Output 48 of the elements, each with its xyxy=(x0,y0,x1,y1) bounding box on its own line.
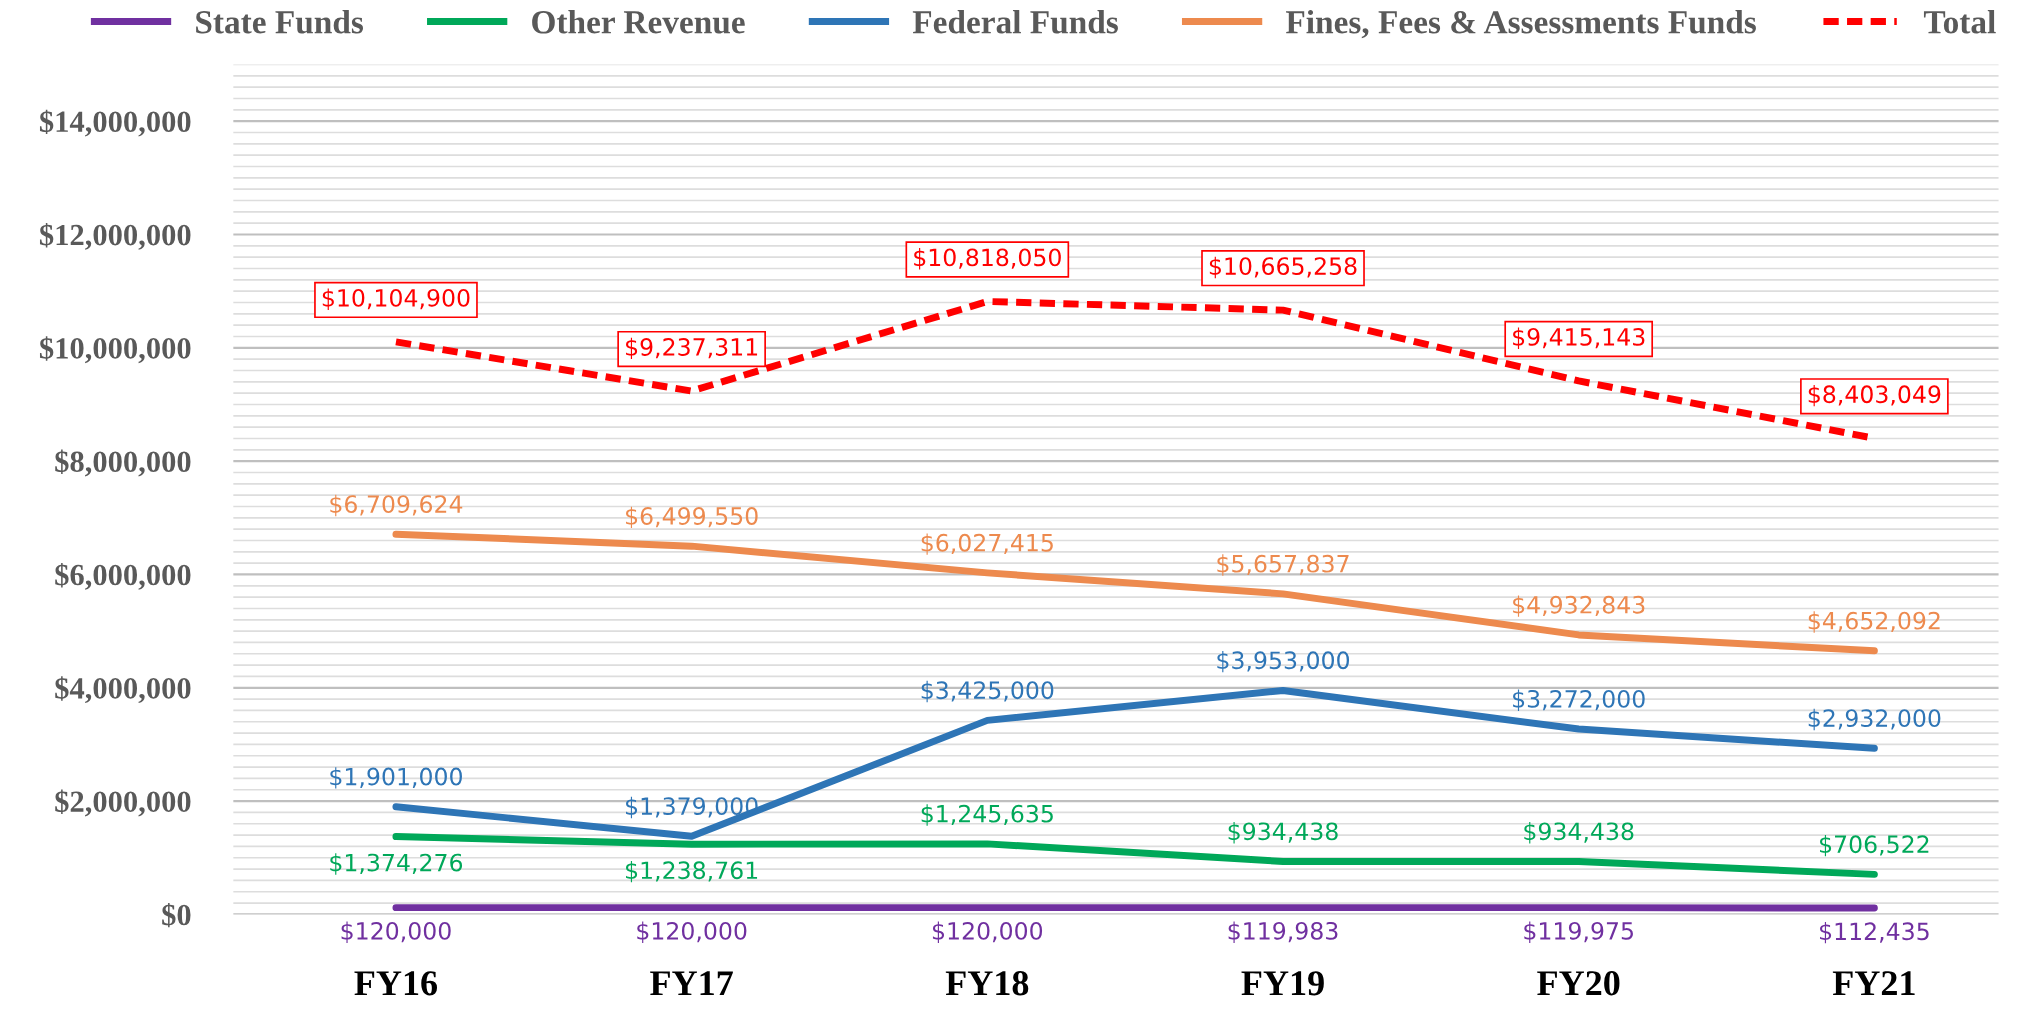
data-label: $934,438 xyxy=(1524,821,1634,844)
data-label: $10,818,050 xyxy=(914,248,1061,270)
data-label: $6,499,550 xyxy=(626,506,758,529)
legend-label: State Funds xyxy=(196,10,364,34)
x-tick-label: FY19 xyxy=(1241,971,1324,996)
data-label: $1,374,276 xyxy=(330,853,463,875)
data-label: $10,665,258 xyxy=(1209,256,1357,279)
x-tick-label: FY18 xyxy=(945,971,1029,996)
data-label: $1,901,000 xyxy=(330,767,462,789)
y-tick-label: $10,000,000 xyxy=(39,336,191,364)
data-label: $119,983 xyxy=(1228,921,1338,943)
data-label: $120,000 xyxy=(932,921,1043,943)
data-label: $112,435 xyxy=(1820,921,1929,944)
y-tick-label: $0 xyxy=(162,902,191,928)
y-tick-label: $14,000,000 xyxy=(39,109,191,137)
data-label: $934,438 xyxy=(1228,821,1338,844)
x-tick-label: FY20 xyxy=(1537,971,1620,996)
x-tick-label: FY17 xyxy=(650,971,733,996)
legend-label: Other Revenue xyxy=(532,10,745,34)
y-tick-label: $8,000,000 xyxy=(55,449,191,477)
data-label: $4,652,092 xyxy=(1808,611,1940,633)
y-tick-label: $6,000,000 xyxy=(55,562,191,590)
data-label: $1,245,635 xyxy=(921,804,1053,826)
data-label: $6,027,415 xyxy=(921,533,1053,555)
y-tick-label: $4,000,000 xyxy=(55,676,191,704)
data-label: $6,709,624 xyxy=(330,494,463,517)
legend-label: Total xyxy=(1923,10,1996,34)
x-tick-label: FY16 xyxy=(354,971,438,996)
legend-label: Fines, Fees & Assessments Funds xyxy=(1286,10,1756,39)
data-label: $10,104,900 xyxy=(322,288,470,310)
data-label: $3,425,000 xyxy=(921,680,1054,703)
y-tick-label: $12,000,000 xyxy=(39,222,191,250)
y-tick-label: $2,000,000 xyxy=(55,789,191,817)
data-label: $120,000 xyxy=(341,921,451,943)
data-label: $9,415,143 xyxy=(1513,327,1645,349)
data-label: $8,403,049 xyxy=(1808,384,1941,407)
data-label: $2,932,000 xyxy=(1808,708,1941,731)
data-label: $119,975 xyxy=(1524,921,1633,943)
data-label: $3,953,000 xyxy=(1217,650,1350,673)
data-label: $3,272,000 xyxy=(1513,689,1645,711)
data-label: $1,238,761 xyxy=(626,860,758,883)
data-label: $9,237,311 xyxy=(626,337,758,360)
data-label: $5,657,837 xyxy=(1217,554,1349,576)
legend-label: Federal Funds xyxy=(912,10,1118,34)
data-label: $4,932,843 xyxy=(1513,595,1645,617)
data-label: $120,000 xyxy=(637,921,747,943)
x-tick-label: FY21 xyxy=(1832,971,1915,996)
data-label: $706,522 xyxy=(1820,834,1929,857)
